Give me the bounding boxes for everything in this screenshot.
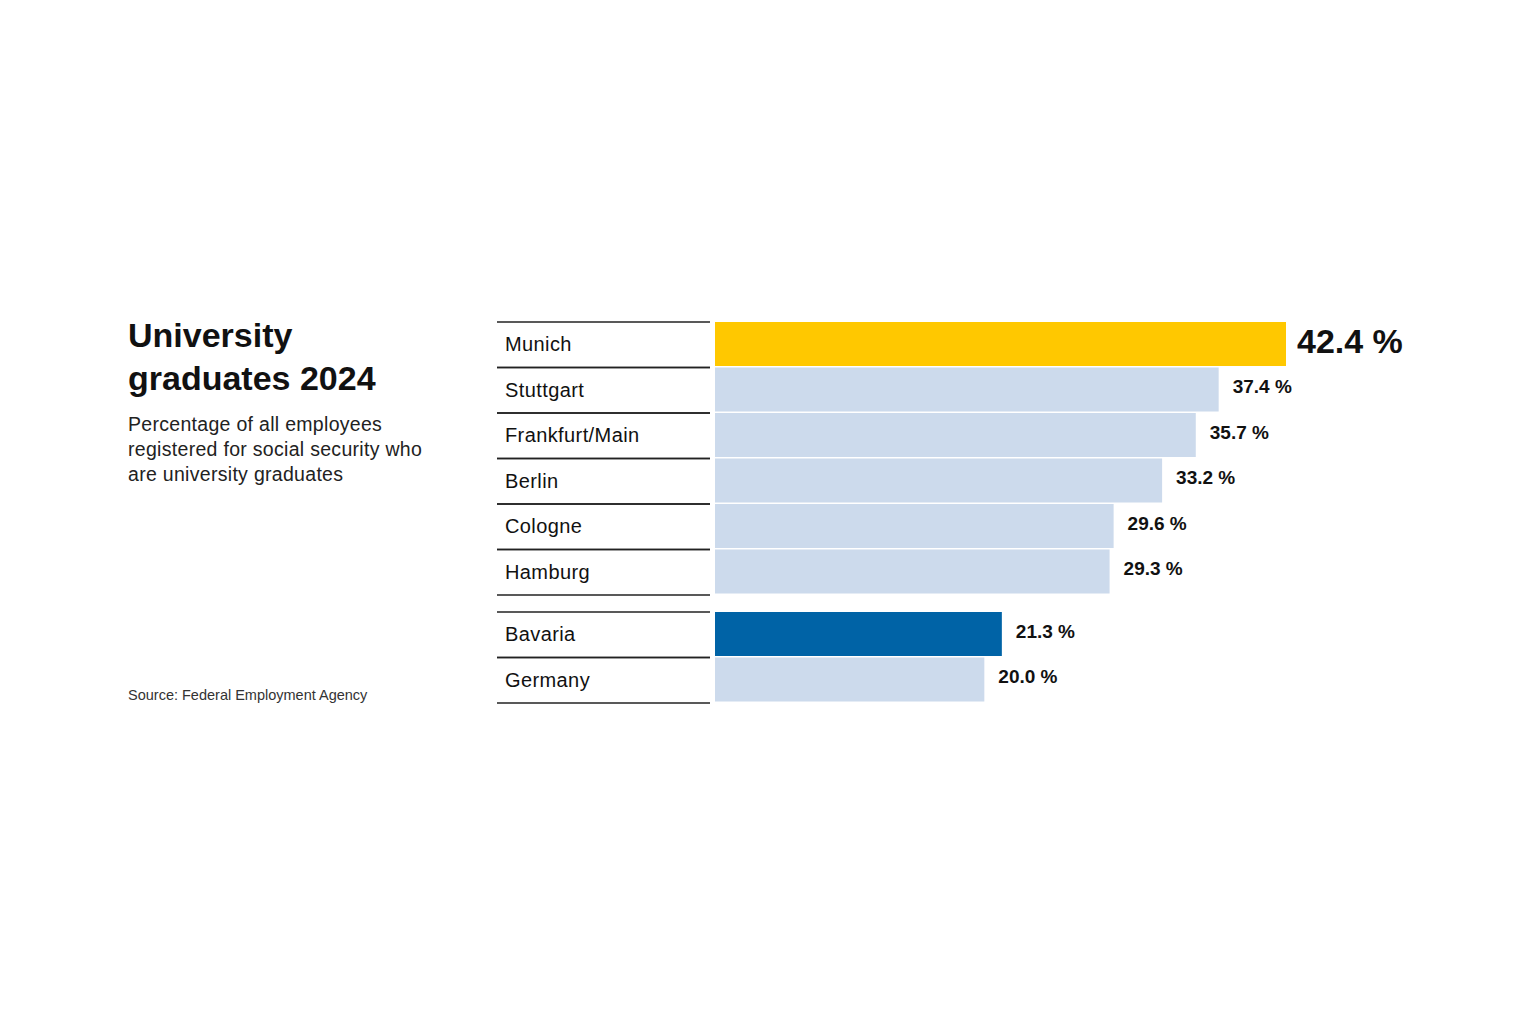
row-top-rule: [497, 458, 710, 459]
chart: University graduates 2024 Percentage of a…: [0, 0, 1536, 1024]
category-label: Stuttgart: [505, 379, 584, 401]
category-label: Cologne: [505, 515, 582, 537]
bar: [715, 550, 1110, 594]
category-label: Munich: [505, 333, 572, 355]
bar: [715, 413, 1196, 457]
bar: [715, 459, 1162, 503]
category-label: Germany: [505, 669, 590, 691]
row-bottom-rule: [497, 702, 710, 703]
row-bottom-rule: [497, 412, 710, 413]
row-bottom-rule: [497, 367, 710, 368]
bar: [715, 368, 1219, 412]
data-label: 21.3 %: [1016, 621, 1075, 642]
background: [0, 0, 1536, 1024]
row-top-rule: [497, 657, 710, 658]
row-top-rule: [497, 611, 710, 612]
data-labels: 42.4 %37.4 % 35.7 % 33.2 % 29.6 % 29.3 % 21.3…: [998, 322, 1403, 688]
row-bottom-rule: [497, 458, 710, 459]
category-label: Hamburg: [505, 561, 590, 583]
row-bottom-rule: [497, 549, 710, 550]
row-top-rule: [497, 412, 710, 413]
data-label: 37.4 %: [1233, 376, 1292, 397]
row-rules: [497, 322, 710, 703]
bar: [715, 504, 1114, 548]
data-label: 42.4 %: [1297, 322, 1403, 360]
category-label: Frankfurt/Main: [505, 424, 640, 446]
row-top-rule: [497, 549, 710, 550]
bars: [715, 322, 1286, 702]
category-label: Bavaria: [505, 623, 576, 645]
row-top-rule: [497, 367, 710, 368]
row-top-rule: [497, 503, 710, 504]
title: University graduates 2024: [128, 316, 376, 397]
data-label: 29.6 %: [1128, 513, 1187, 534]
row-top-rule: [497, 321, 710, 322]
row-bottom-rule: [497, 657, 710, 658]
bar: [715, 658, 984, 702]
bar: [715, 612, 1002, 656]
category-label: Berlin: [505, 470, 559, 492]
data-label: 33.2 %: [1176, 467, 1235, 488]
source: Source: Federal Employment Agency: [128, 687, 368, 703]
category-labels: Munich Stuttgart Frankfurt/Main Berlin Colog…: [505, 333, 640, 691]
row-bottom-rule: [497, 594, 710, 595]
row-bottom-rule: [497, 503, 710, 504]
bar: [715, 322, 1286, 366]
data-label: 29.3 %: [1124, 558, 1183, 579]
subtitle: Percentage of all employees registered f…: [128, 413, 428, 485]
data-label: 35.7 %: [1210, 422, 1269, 443]
data-label: 20.0 %: [998, 666, 1057, 687]
